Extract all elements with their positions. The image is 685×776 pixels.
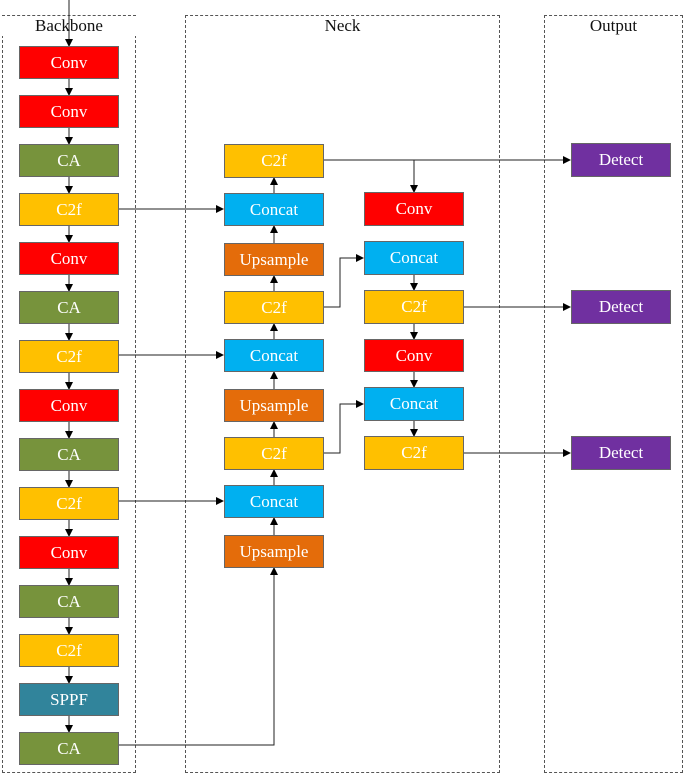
output-title: Output bbox=[589, 16, 638, 35]
neck-upsample-2: Upsample bbox=[224, 389, 324, 422]
neck-c2f-4: C2f bbox=[364, 290, 464, 324]
neck-upsample-3: Upsample bbox=[224, 535, 324, 568]
neck-concat-5: Concat bbox=[364, 387, 464, 421]
backbone-conv-2: Conv bbox=[19, 95, 119, 128]
neck-concat-2: Concat bbox=[224, 339, 324, 372]
detect-3: Detect bbox=[571, 436, 671, 470]
neck-c2f-top: C2f bbox=[224, 144, 324, 178]
neck-c2f-3: C2f bbox=[224, 437, 324, 470]
backbone-conv-1: Conv bbox=[19, 46, 119, 79]
neck-title: Neck bbox=[324, 16, 361, 35]
neck-c2f-5: C2f bbox=[364, 436, 464, 470]
backbone-ca-4: CA bbox=[19, 585, 119, 618]
neck-section bbox=[185, 15, 500, 773]
detect-1: Detect bbox=[571, 143, 671, 177]
backbone-conv-3: Conv bbox=[19, 242, 119, 275]
backbone-ca-3: CA bbox=[19, 438, 119, 471]
neck-conv-2: Conv bbox=[364, 339, 464, 372]
neck-concat-3: Concat bbox=[224, 485, 324, 518]
backbone-ca-5: CA bbox=[19, 732, 119, 765]
neck-conv-1: Conv bbox=[364, 192, 464, 226]
backbone-c2f-1: C2f bbox=[19, 193, 119, 226]
backbone-ca-1: CA bbox=[19, 144, 119, 177]
detect-2: Detect bbox=[571, 290, 671, 324]
neck-concat-4: Concat bbox=[364, 241, 464, 275]
backbone-conv-4: Conv bbox=[19, 389, 119, 422]
neck-concat-1: Concat bbox=[224, 193, 324, 226]
backbone-sppf: SPPF bbox=[19, 683, 119, 716]
backbone-conv-5: Conv bbox=[19, 536, 119, 569]
neck-c2f-2: C2f bbox=[224, 291, 324, 324]
backbone-c2f-3: C2f bbox=[19, 487, 119, 520]
backbone-c2f-4: C2f bbox=[19, 634, 119, 667]
backbone-c2f-2: C2f bbox=[19, 340, 119, 373]
neck-upsample-1: Upsample bbox=[224, 243, 324, 276]
backbone-ca-2: CA bbox=[19, 291, 119, 324]
output-section bbox=[544, 15, 683, 773]
